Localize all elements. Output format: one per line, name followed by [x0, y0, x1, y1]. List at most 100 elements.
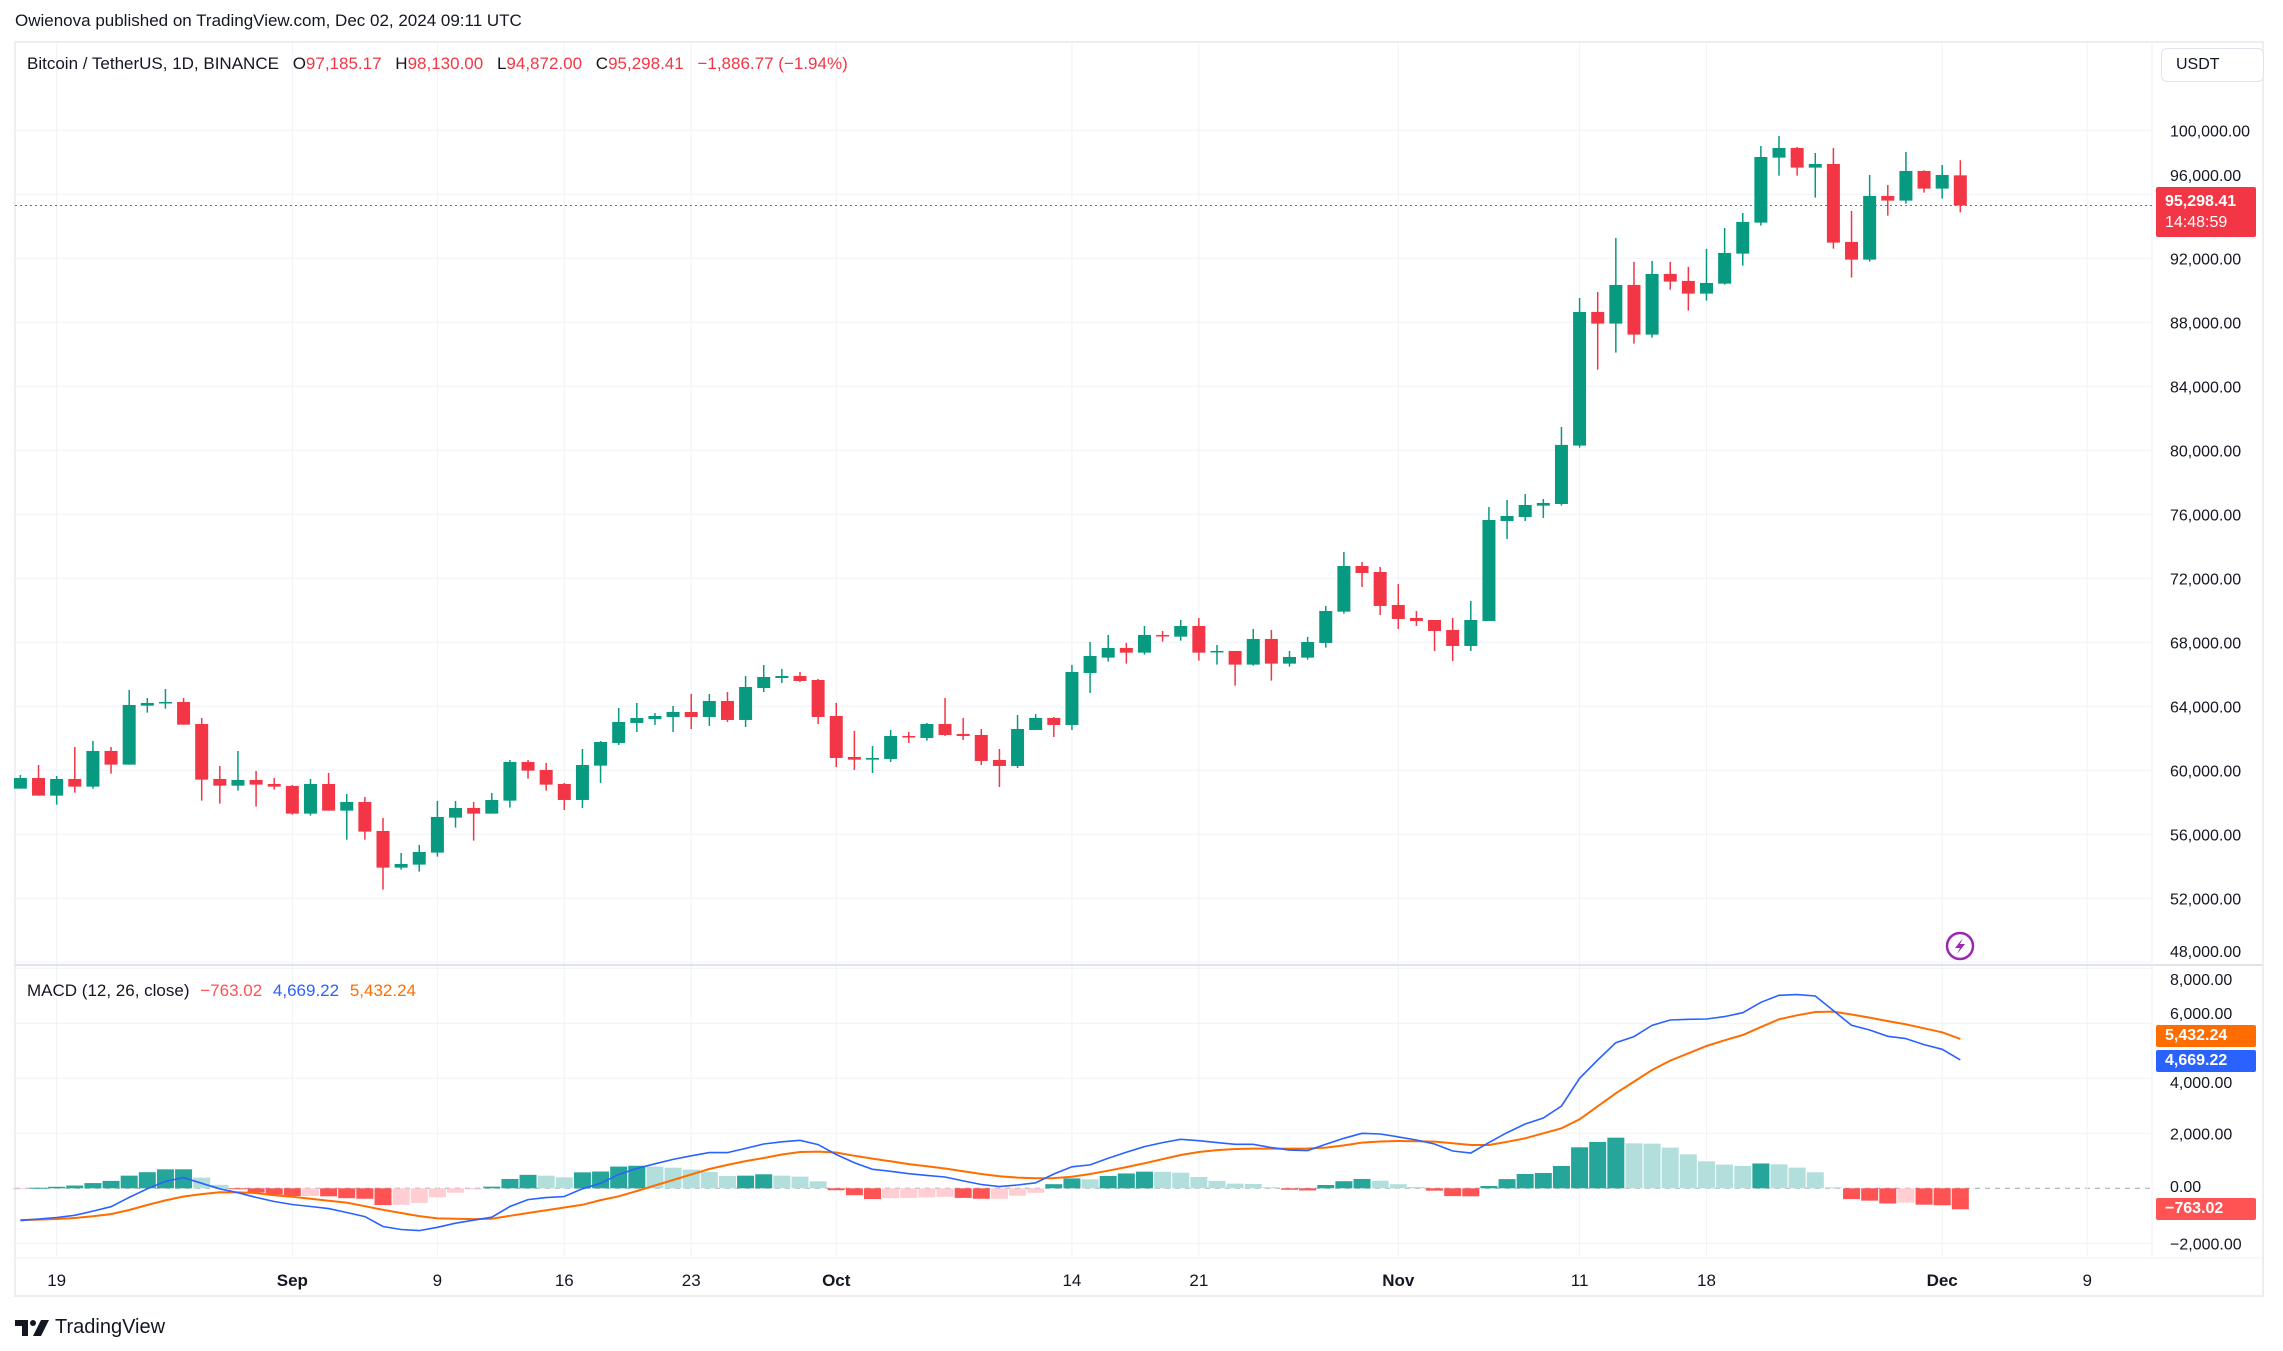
candle — [249, 770, 263, 807]
histogram-bar — [1824, 1187, 1842, 1189]
histogram-bar — [247, 1188, 265, 1193]
candle — [992, 748, 1006, 787]
histogram-bar — [537, 1175, 555, 1189]
candle-body — [1482, 519, 1496, 621]
change-value: −1,886.77 (−1.94%) — [697, 54, 848, 73]
candle-body — [1826, 163, 1840, 243]
candle-body — [1464, 619, 1478, 646]
candle-body — [666, 711, 680, 717]
time-axis-label: Oct — [822, 1271, 851, 1290]
histogram-bar — [1879, 1188, 1897, 1204]
candle-body — [249, 779, 263, 785]
histogram-bar — [936, 1188, 954, 1197]
candle — [1137, 625, 1151, 655]
time-axis-label: 23 — [682, 1271, 701, 1290]
histogram-bar — [827, 1188, 845, 1191]
candle-body — [1192, 625, 1206, 653]
candle-body — [376, 830, 390, 868]
candle — [1500, 499, 1514, 539]
histogram-bar — [900, 1188, 918, 1198]
candle-body — [1627, 284, 1641, 335]
price-axis-label: 68,000.00 — [2170, 635, 2241, 652]
histogram-bar — [11, 1188, 29, 1190]
candle — [1591, 291, 1605, 370]
candle — [1101, 634, 1115, 662]
candle — [775, 668, 789, 683]
histogram-bar — [1371, 1180, 1389, 1189]
candle-body — [1228, 650, 1242, 665]
candle — [757, 664, 771, 692]
high-label: H — [395, 54, 408, 73]
candle-body — [1101, 647, 1115, 658]
histogram-bar — [809, 1181, 827, 1189]
candle-body — [1446, 629, 1460, 646]
histogram-bar — [301, 1188, 319, 1196]
chart-frame — [14, 41, 2264, 1297]
histogram-bar — [483, 1186, 501, 1189]
candle — [1899, 151, 1913, 204]
histogram-bar — [120, 1175, 138, 1189]
currency-button[interactable]: USDT — [2161, 48, 2264, 82]
histogram-bar — [682, 1169, 700, 1189]
candle — [1391, 583, 1405, 629]
time-axis-label: 18 — [1697, 1271, 1716, 1290]
candle — [1355, 561, 1369, 587]
candle-body — [122, 704, 136, 765]
candle — [974, 728, 988, 765]
histogram-bar — [972, 1188, 990, 1199]
macd-axis-label: 2,000.00 — [2170, 1126, 2232, 1143]
candle-body — [1645, 273, 1659, 335]
histogram-bar — [755, 1174, 773, 1189]
histogram-bar — [1444, 1188, 1462, 1197]
candle-body — [884, 735, 898, 759]
histogram-bar — [864, 1188, 882, 1200]
candle-body — [956, 733, 970, 736]
histogram-bar — [1806, 1172, 1824, 1189]
candle — [666, 705, 680, 732]
histogram-bar — [1951, 1188, 1969, 1210]
histogram-bar — [1643, 1143, 1661, 1189]
time-axis-label: 21 — [1189, 1271, 1208, 1290]
macd-axis-label: 6,000.00 — [2170, 1006, 2232, 1023]
candle-body — [594, 741, 608, 766]
candle — [104, 746, 118, 774]
candle — [1736, 212, 1750, 266]
candle-body — [358, 801, 372, 832]
candle — [13, 774, 27, 789]
histogram-bar — [84, 1183, 102, 1189]
low-value: 94,872.00 — [506, 54, 583, 73]
histogram-bar — [918, 1188, 936, 1198]
histogram-bar — [102, 1180, 120, 1189]
tradingview-logo[interactable]: TradingView — [15, 1316, 165, 1339]
lightning-icon[interactable] — [1945, 931, 1975, 961]
candle — [1554, 426, 1568, 506]
candle — [1337, 551, 1351, 614]
macd-axis-label: 8,000.00 — [2170, 972, 2232, 989]
histogram-bar — [1317, 1185, 1335, 1189]
histogram-bar — [1154, 1171, 1172, 1189]
candle-body — [1899, 170, 1913, 201]
brand-name: TradingView — [55, 1316, 166, 1338]
histogram-bar — [791, 1176, 809, 1189]
histogram-bar — [283, 1188, 301, 1196]
candle — [630, 702, 644, 732]
histogram-bar — [1099, 1175, 1117, 1189]
macd-title[interactable]: MACD (12, 26, close) — [27, 981, 190, 1000]
candle-body — [1283, 656, 1296, 664]
histogram-bar — [1281, 1188, 1298, 1190]
histogram-bar — [1752, 1163, 1770, 1189]
histogram-bar — [66, 1185, 84, 1189]
candle-body — [231, 779, 245, 786]
histogram-bar — [265, 1188, 283, 1195]
candle — [612, 707, 626, 745]
candle — [412, 844, 426, 872]
candle-body — [557, 783, 571, 800]
symbol-name[interactable]: Bitcoin / TetherUS, 1D, BINANCE — [27, 54, 279, 73]
candle — [847, 730, 861, 770]
histogram-bar — [1734, 1165, 1752, 1189]
candle — [594, 740, 608, 783]
candle — [1518, 493, 1532, 521]
candle — [1083, 641, 1097, 693]
candle-body — [430, 816, 444, 853]
